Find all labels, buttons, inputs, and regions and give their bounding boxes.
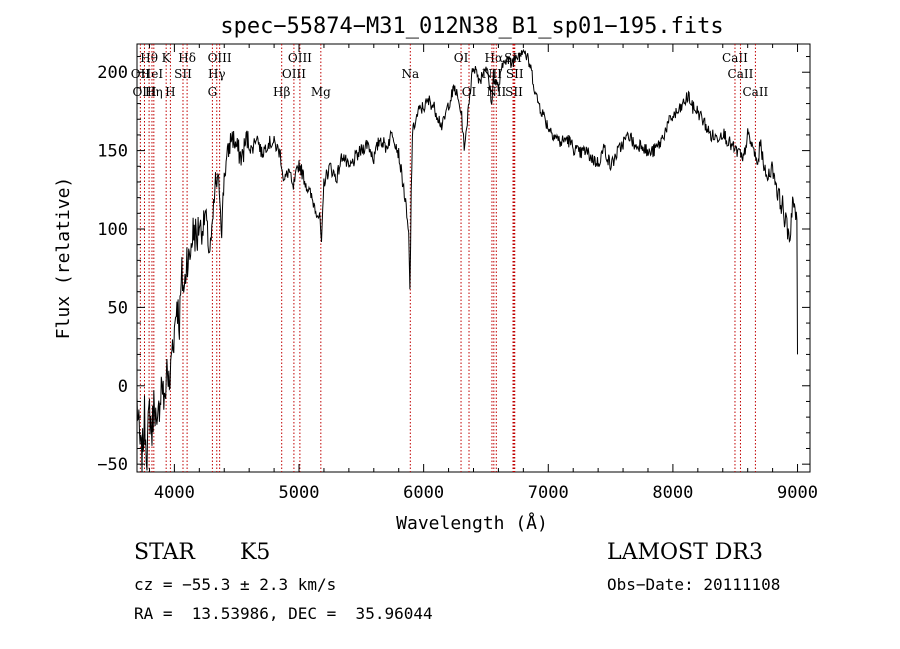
- line-label-0: Hθ: [140, 51, 158, 65]
- x-tick-label-1: 5000: [279, 483, 320, 503]
- line-label-3: OIII: [132, 85, 156, 99]
- redshift-cz: cz = −55.3 ± 2.3 km/s: [134, 575, 337, 594]
- line-label-6: H: [165, 85, 175, 99]
- object-class: STAR: [134, 540, 195, 565]
- survey-name: LAMOST DR3: [607, 540, 763, 565]
- line-label-7: Hδ: [178, 51, 196, 65]
- line-label-21: NII: [486, 85, 506, 99]
- line-label-2: HeI: [141, 67, 164, 81]
- sky-coordinates: RA = 13.53986, DEC = 35.96044: [134, 604, 433, 623]
- line-label-27: CaII: [742, 85, 768, 99]
- x-axis-label: Wavelength (Å): [396, 512, 548, 534]
- line-label-14: OIII: [288, 51, 312, 65]
- line-label-17: OI: [454, 51, 469, 65]
- x-tick-label-0: 4000: [154, 483, 195, 503]
- line-label-4: Hη: [145, 85, 163, 99]
- line-label-24: SII: [505, 85, 523, 99]
- chart-title: spec−55874−M31_012N38_B1_sp01−195.fits: [220, 14, 723, 39]
- y-tick-label-1: 0: [118, 377, 128, 397]
- y-axis-label: Flux (relative): [53, 177, 74, 340]
- line-label-12: Hβ: [273, 85, 290, 99]
- y-tick-label-5: 200: [97, 63, 128, 83]
- line-label-20: NII: [482, 67, 502, 81]
- line-label-9: OIII: [208, 51, 232, 65]
- line-label-5: K: [162, 51, 172, 65]
- line-label-18: OI: [462, 85, 477, 99]
- line-label-26: CaII: [728, 67, 754, 81]
- plot-frame: [136, 43, 811, 473]
- y-tick-label-2: 50: [108, 298, 128, 318]
- line-label-15: Mg: [311, 85, 331, 99]
- axis-ticks: 4000 5000 6000 7000 8000 9000 −50 0 50 100 150 200: [97, 44, 818, 503]
- x-tick-label-2: 6000: [403, 483, 444, 503]
- spectrum-line: [136, 48, 798, 473]
- x-tick-label-4: 8000: [652, 483, 693, 503]
- line-label-25: CaII: [722, 51, 748, 65]
- spectrum-trace: [136, 48, 798, 473]
- y-tick-label-4: 150: [97, 142, 128, 162]
- object-subclass: K5: [240, 540, 271, 565]
- line-label-1: OII: [131, 67, 151, 81]
- line-label-16: Na: [401, 67, 419, 81]
- line-label-10: Hγ: [208, 67, 226, 81]
- observation-date: Obs−Date: 20111108: [607, 575, 781, 594]
- line-label-11: G: [208, 85, 218, 99]
- y-tick-label-0: −50: [97, 455, 128, 475]
- x-tick-label-3: 7000: [528, 483, 569, 503]
- line-label-13: OIII: [282, 67, 306, 81]
- x-tick-label-5: 9000: [777, 483, 818, 503]
- line-label-19: Hα: [485, 51, 504, 65]
- y-tick-label-3: 100: [97, 220, 128, 240]
- line-label-8: SII: [174, 67, 192, 81]
- line-label-23: SII: [506, 67, 524, 81]
